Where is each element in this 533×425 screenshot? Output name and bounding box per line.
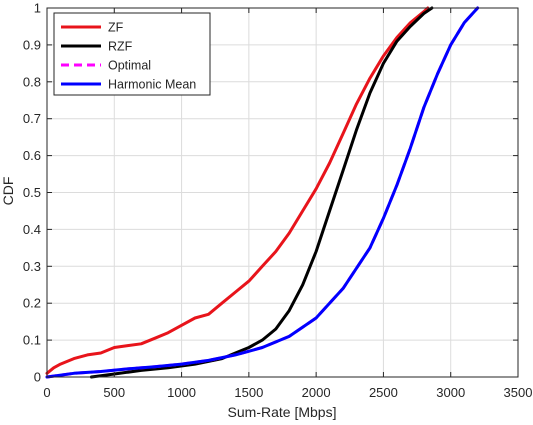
y-axis-label: CDF bbox=[0, 177, 16, 206]
y-tick-label: 0.6 bbox=[23, 148, 41, 163]
y-tick-label: 1 bbox=[34, 1, 41, 16]
series-line-rzf bbox=[89, 6, 434, 379]
y-tick-label: 0.1 bbox=[23, 333, 41, 348]
legend-label: Optimal bbox=[108, 59, 151, 73]
x-tick-label: 0 bbox=[43, 385, 50, 400]
x-tick-label: 1000 bbox=[167, 385, 196, 400]
x-tick-label: 3500 bbox=[504, 385, 533, 400]
x-tick-label: 1500 bbox=[234, 385, 263, 400]
x-tick-label: 500 bbox=[103, 385, 125, 400]
x-tick-label: 2000 bbox=[302, 385, 331, 400]
plot-series bbox=[45, 6, 480, 379]
y-tick-label: 0.3 bbox=[23, 259, 41, 274]
legend: ZF RZF Optimal Harmonic Mean bbox=[53, 12, 211, 96]
y-tick-label: 0.2 bbox=[23, 296, 41, 311]
y-tick-labels: 0 0.1 0.2 0.3 0.4 0.5 0.6 0.7 0.8 0.9 1 bbox=[23, 1, 41, 385]
x-tick-labels: 0 500 1000 1500 2000 2500 3000 3500 bbox=[43, 385, 532, 400]
y-tick-label: 0.7 bbox=[23, 111, 41, 126]
y-tick-label: 0.5 bbox=[23, 185, 41, 200]
y-tick-label: 0.9 bbox=[23, 37, 41, 52]
legend-label: Harmonic Mean bbox=[108, 78, 196, 92]
series-line-harmonic-mean bbox=[45, 6, 480, 379]
x-axis-label: Sum-Rate [Mbps] bbox=[228, 404, 337, 420]
y-tick-label: 0.4 bbox=[23, 222, 41, 237]
legend-items: ZF RZF Optimal Harmonic Mean bbox=[61, 21, 196, 92]
axis-ticks bbox=[46, 7, 519, 378]
x-tick-label: 3000 bbox=[436, 385, 465, 400]
x-tick-label: 2500 bbox=[369, 385, 398, 400]
series-line-zf bbox=[45, 6, 430, 375]
legend-label: RZF bbox=[108, 40, 133, 54]
y-tick-label: 0.8 bbox=[23, 74, 41, 89]
legend-label: ZF bbox=[108, 21, 124, 35]
y-tick-label: 0 bbox=[34, 370, 41, 385]
